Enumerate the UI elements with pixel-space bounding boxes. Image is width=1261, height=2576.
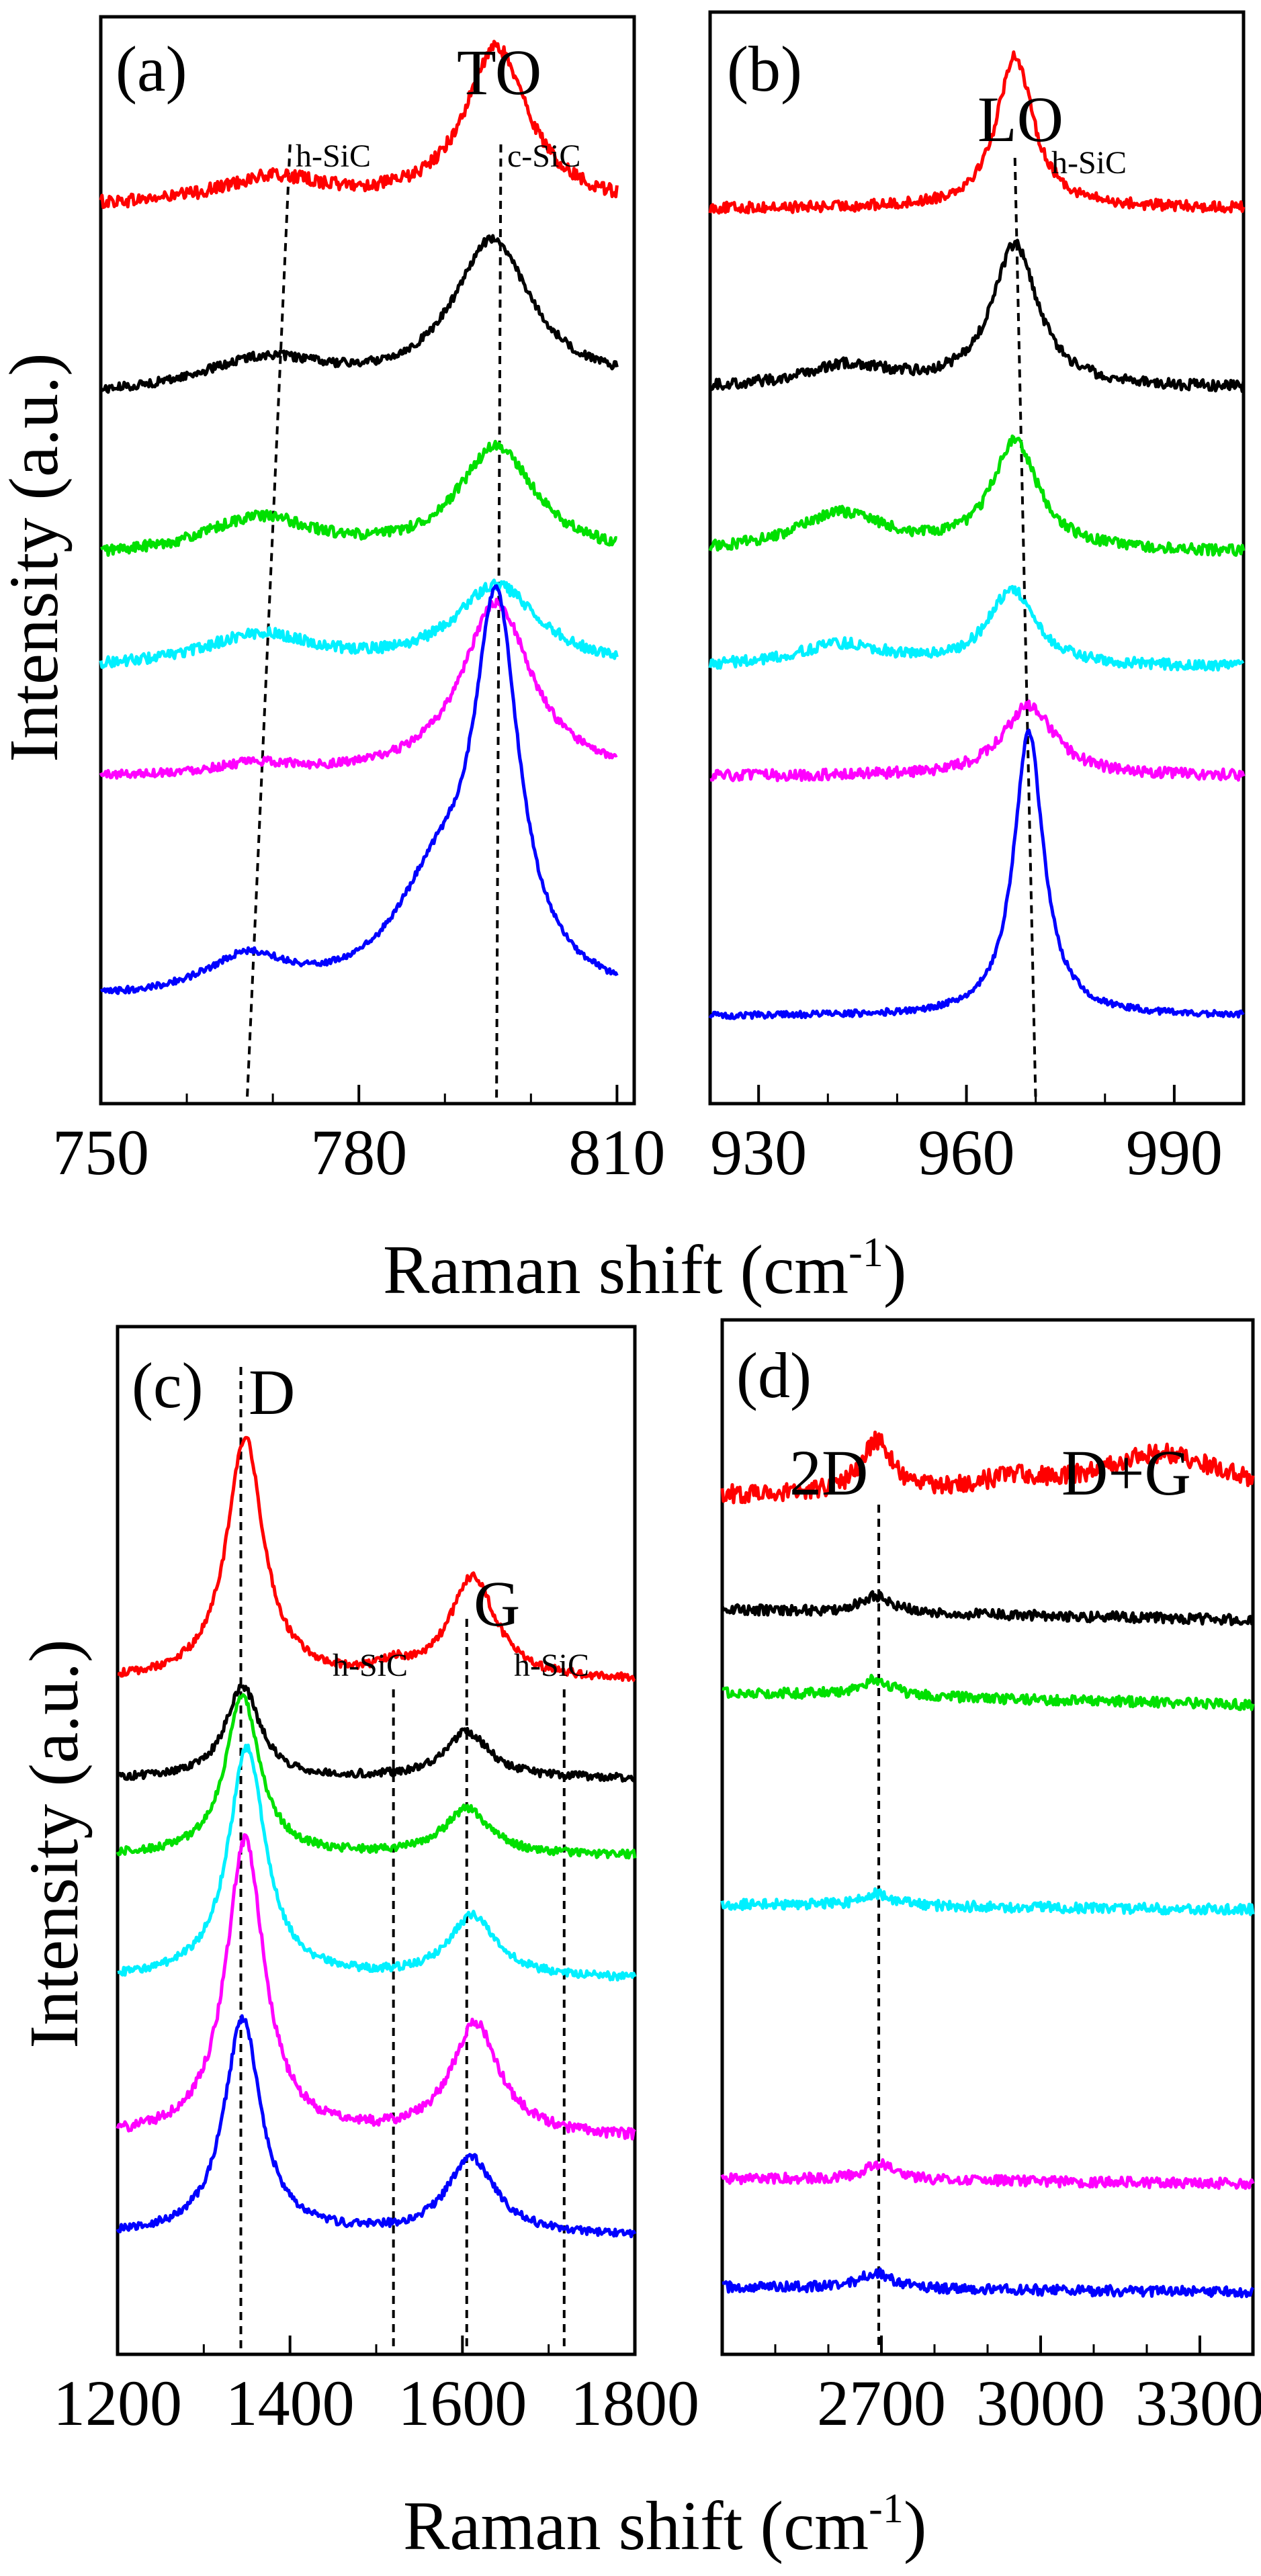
panel-b-peak-lo: LO	[977, 83, 1063, 155]
x-axis-title-bottom-main: Raman shift (cm	[403, 2487, 869, 2565]
reference-lines-layer	[239, 144, 1037, 2351]
tick-marks-layer	[99, 1085, 1254, 2354]
series-layer	[99, 40, 1255, 2299]
panel-c-ref-hsic-1: h-SiC	[333, 1648, 408, 1683]
panel-b-series-red	[708, 50, 1246, 215]
panel-a-reference-line-c-sic-1	[495, 144, 503, 1102]
panel-a-frame	[99, 15, 636, 1106]
panel-a-ref-hsic: h-SiC	[296, 138, 371, 174]
y-axis-title-bottom: Intensity (a.u.)	[15, 1639, 93, 2048]
panel-a-tag: (a)	[116, 33, 187, 105]
panel-a-tick-label-780: 780	[310, 1116, 407, 1188]
panel-a-series-green	[100, 439, 618, 557]
panel-b-series-green	[708, 434, 1246, 557]
panel-a-reference-line-h-sic-0	[245, 144, 292, 1102]
panel-a-series-blue	[99, 584, 619, 995]
panel-c-peak-d: D	[249, 1356, 295, 1428]
panel-a-ref-csic: c-SiC	[507, 138, 580, 174]
panel-c-peak-g: G	[474, 1568, 520, 1640]
panel-c-series-blue	[116, 2014, 637, 2239]
panel-d-series-blue	[722, 2267, 1255, 2299]
x-axis-title-bottom-close: )	[904, 2487, 927, 2565]
panel-b-tick-label-960: 960	[918, 1116, 1015, 1188]
x-axis-title-bottom-sup: -1	[869, 2486, 904, 2532]
panel-b-series-black	[709, 238, 1246, 394]
panel-c-tick-label-1400: 1400	[226, 2367, 355, 2439]
panel-c-tag: (c)	[132, 1349, 204, 1421]
x-axis-title-top-sup: -1	[849, 1230, 883, 1276]
panel-a-tick-label-750: 750	[52, 1116, 149, 1188]
panel-a-series-red	[99, 40, 619, 210]
x-axis-title-top-main: Raman shift (cm	[383, 1231, 849, 1308]
panel-a-peak-to: TO	[457, 36, 541, 108]
x-axis-title-bottom: Raman shift (cm-1)	[403, 2486, 926, 2565]
panel-b-reference-line-h-sic-0	[1013, 157, 1037, 1102]
x-axis-title-top: Raman shift (cm-1)	[383, 1230, 906, 1308]
panel-c-series-red	[117, 1435, 636, 1683]
panel-c-tick-label-1200: 1200	[53, 2367, 182, 2439]
panel-b-series-cyan	[708, 584, 1245, 672]
panel-a-series-magenta	[99, 597, 618, 780]
panel-b-tick-label-930: 930	[710, 1116, 807, 1188]
panel-d-series-magenta	[720, 2158, 1255, 2190]
panel-b-ref-hsic: h-SiC	[1051, 145, 1127, 181]
panel-c-series-green	[116, 1693, 637, 1860]
panel-c-series-black	[116, 1683, 637, 1783]
panel-d-series-red	[720, 1430, 1255, 1505]
panel-b-frame	[708, 10, 1246, 1106]
x-axis-title-top-close: )	[883, 1231, 907, 1308]
panel-d-tick-label-2700: 2700	[817, 2367, 946, 2439]
panel-a-tick-label-810: 810	[568, 1116, 665, 1188]
panel-a-series-cyan	[99, 578, 619, 669]
panel-d-series-green	[722, 1673, 1255, 1712]
tick-labels-layer: 750 780 810 930 960 990 1200 1400 1600 1800 2700 30…	[52, 1116, 1261, 2439]
panel-d-tag: (d)	[736, 1339, 812, 1411]
panel-b-series-blue	[708, 728, 1245, 1020]
panel-d-peak-2d: 2D	[789, 1437, 868, 1509]
panel-c-series-magenta	[116, 1833, 636, 2141]
panel-d-tick-label-3300: 3300	[1135, 2367, 1261, 2439]
panel-d-peak-dg: D+G	[1061, 1437, 1191, 1509]
panel-c-frame	[116, 1325, 637, 2356]
panel-b-tick-label-990: 990	[1126, 1116, 1223, 1188]
panel-b-tag: (b)	[727, 33, 802, 105]
panel-c-series-cyan	[117, 1743, 637, 1982]
panel-d-series-cyan	[720, 1887, 1255, 1916]
panel-a-series-black	[99, 234, 619, 394]
panel-c-ref-hsic-2: h-SiC	[514, 1648, 589, 1683]
panel-d-series-black	[720, 1590, 1254, 1626]
panel-d-tick-label-3000: 3000	[976, 2367, 1105, 2439]
panel-b-series-magenta	[709, 699, 1246, 783]
panel-c-tick-label-1800: 1800	[570, 2367, 699, 2439]
y-axis-title-top: Intensity (a.u.)	[0, 353, 73, 762]
panel-c-tick-label-1600: 1600	[398, 2367, 527, 2439]
